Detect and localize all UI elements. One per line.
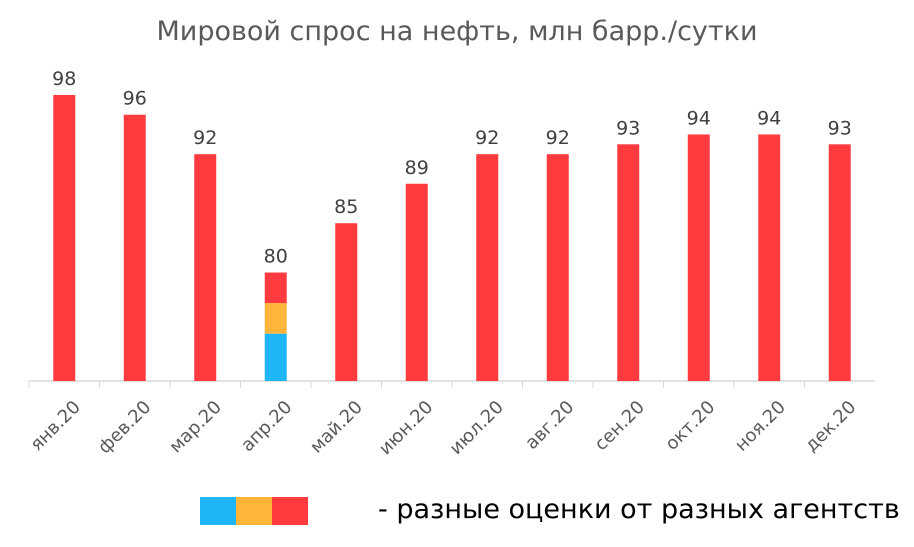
bar: [687, 134, 710, 381]
bar: [123, 114, 146, 382]
bar-segment: [264, 333, 287, 381]
bar: [405, 183, 428, 381]
x-tick-label: фев.20: [94, 397, 155, 458]
data-label: 92: [193, 127, 217, 149]
bar: [476, 154, 499, 381]
bar: [828, 144, 851, 381]
x-tick-label: мар.20: [165, 397, 226, 458]
bar: [758, 134, 781, 381]
bar-segment: [264, 272, 287, 304]
bar: [617, 144, 640, 381]
x-tick-label: апр.20: [237, 397, 296, 456]
x-tick-label: июл.20: [446, 397, 508, 459]
bar: [194, 154, 217, 381]
data-label: 92: [546, 127, 570, 149]
data-label: 94: [757, 107, 781, 129]
x-tick-label: май.20: [306, 397, 367, 458]
data-label: 93: [616, 117, 640, 139]
bar-segment: [264, 303, 287, 334]
data-label: 85: [334, 196, 358, 218]
x-tick-label: июн.20: [375, 397, 437, 459]
legend-label: - разные оценки от разных агентств: [378, 494, 900, 525]
chart-title: Мировой спрос на нефть, млн барр./сутки: [156, 16, 758, 47]
legend-swatch: [272, 497, 308, 525]
legend-swatch: [200, 497, 236, 525]
bar: [335, 223, 358, 381]
bar: [546, 154, 569, 381]
legend: [200, 497, 308, 525]
data-label: 94: [687, 107, 711, 129]
x-tick-label: авг.20: [521, 397, 578, 454]
data-label: 80: [264, 246, 288, 268]
data-label: 89: [405, 157, 429, 179]
data-label: 98: [52, 68, 76, 90]
data-label: 92: [475, 127, 499, 149]
x-tick-label: окт.20: [661, 397, 719, 455]
data-label: 93: [828, 117, 852, 139]
x-tick-label: янв.20: [26, 397, 85, 456]
legend-swatch: [236, 497, 272, 525]
x-tick-label: дек.20: [801, 397, 860, 456]
x-tick-label: сен.20: [591, 397, 649, 455]
data-label: 96: [123, 88, 147, 110]
bar: [53, 95, 76, 381]
x-tick-label: ноя.20: [731, 397, 790, 456]
